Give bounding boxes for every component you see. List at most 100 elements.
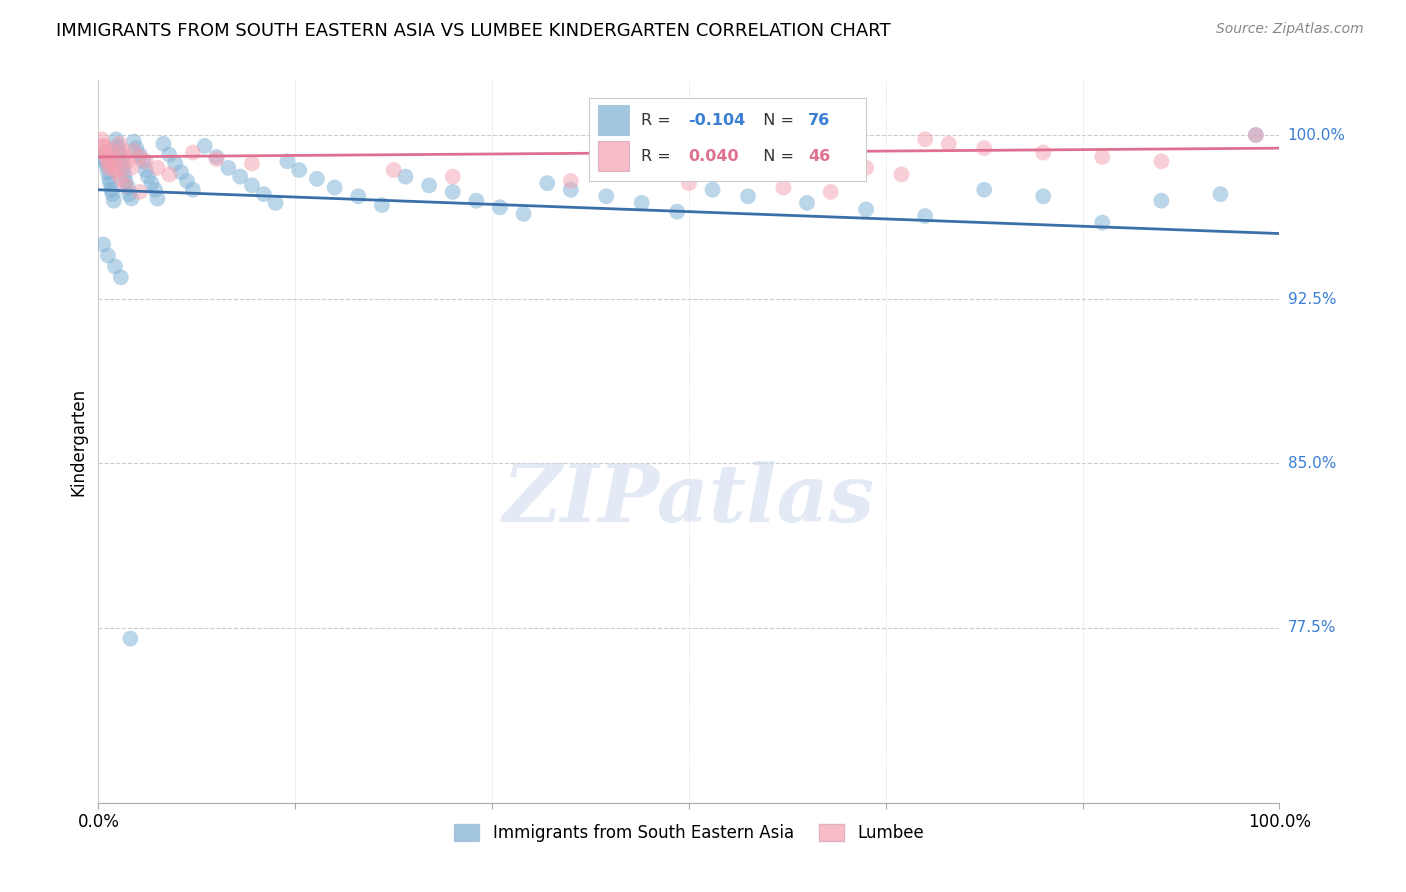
Text: R =: R = xyxy=(641,149,675,163)
Point xyxy=(105,163,128,178)
Point xyxy=(229,169,252,184)
Point xyxy=(101,187,124,202)
Point xyxy=(91,237,114,252)
Point xyxy=(94,145,117,160)
Point xyxy=(117,180,139,194)
Point xyxy=(128,185,150,199)
Point xyxy=(536,176,558,190)
Text: 85.0%: 85.0% xyxy=(1288,456,1336,471)
Point xyxy=(93,154,115,169)
Text: -0.104: -0.104 xyxy=(688,112,745,128)
Point xyxy=(122,135,145,149)
Point xyxy=(938,136,960,151)
Point xyxy=(108,147,131,161)
Point xyxy=(1032,189,1054,203)
Point xyxy=(121,192,143,206)
Text: N =: N = xyxy=(752,112,799,128)
Point xyxy=(157,168,180,182)
Point xyxy=(737,189,759,203)
Point xyxy=(441,185,464,199)
Point xyxy=(96,159,118,173)
Point xyxy=(120,632,142,646)
Point xyxy=(973,183,995,197)
Point xyxy=(111,154,134,169)
Point xyxy=(914,209,936,223)
Text: N =: N = xyxy=(752,149,799,163)
Point xyxy=(94,145,117,160)
Point xyxy=(253,187,276,202)
Point xyxy=(98,152,121,166)
Point xyxy=(104,156,127,170)
Legend: Immigrants from South Eastern Asia, Lumbee: Immigrants from South Eastern Asia, Lumb… xyxy=(447,817,931,848)
Text: 77.5%: 77.5% xyxy=(1288,620,1336,635)
Text: 76: 76 xyxy=(808,112,831,128)
Point xyxy=(914,132,936,146)
Point xyxy=(855,161,877,175)
Point xyxy=(276,154,298,169)
Point xyxy=(105,139,128,153)
Point xyxy=(181,145,204,160)
Point xyxy=(176,174,198,188)
Point xyxy=(240,178,263,193)
Point xyxy=(418,178,440,193)
Point xyxy=(114,174,136,188)
Y-axis label: Kindergarten: Kindergarten xyxy=(69,387,87,496)
Point xyxy=(128,150,150,164)
Point xyxy=(93,139,115,153)
Point xyxy=(1244,128,1267,142)
Point xyxy=(205,150,228,164)
Point xyxy=(560,174,582,188)
Point xyxy=(973,141,995,155)
Point xyxy=(465,194,488,208)
Point xyxy=(91,139,114,153)
Point xyxy=(264,195,287,210)
Point xyxy=(371,198,394,212)
Point xyxy=(305,171,328,186)
Point xyxy=(441,169,464,184)
Point xyxy=(105,165,128,179)
Point xyxy=(98,144,121,158)
Point xyxy=(117,154,139,169)
Point xyxy=(1150,154,1173,169)
Text: Source: ZipAtlas.com: Source: ZipAtlas.com xyxy=(1216,22,1364,37)
Text: 92.5%: 92.5% xyxy=(1288,292,1336,307)
Point xyxy=(108,136,131,151)
Point xyxy=(98,161,121,175)
Point xyxy=(288,163,311,178)
Point xyxy=(122,144,145,158)
Point xyxy=(112,150,135,164)
Point xyxy=(94,145,117,160)
Text: 46: 46 xyxy=(808,149,831,163)
Point xyxy=(595,189,617,203)
Point xyxy=(98,171,121,186)
Point xyxy=(152,136,174,151)
Point xyxy=(91,150,114,164)
Point xyxy=(112,161,135,175)
Point xyxy=(205,152,228,166)
Point xyxy=(114,178,136,193)
Point xyxy=(678,176,700,190)
Point xyxy=(489,200,512,214)
Point xyxy=(630,195,652,210)
Point xyxy=(105,132,128,146)
Point xyxy=(1032,145,1054,160)
Point xyxy=(217,161,239,175)
Point xyxy=(1091,150,1114,164)
Text: IMMIGRANTS FROM SOUTH EASTERN ASIA VS LUMBEE KINDERGARTEN CORRELATION CHART: IMMIGRANTS FROM SOUTH EASTERN ASIA VS LU… xyxy=(56,22,891,40)
Point xyxy=(820,185,842,199)
Point xyxy=(91,132,114,146)
Point xyxy=(97,165,120,179)
Point xyxy=(890,168,912,182)
Point xyxy=(347,189,370,203)
Point xyxy=(772,180,794,194)
Point xyxy=(96,150,118,164)
Point xyxy=(382,163,405,178)
Point xyxy=(666,204,689,219)
Point xyxy=(135,154,157,169)
Point xyxy=(560,183,582,197)
Point xyxy=(132,154,155,169)
Point xyxy=(100,183,122,197)
Point xyxy=(100,159,122,173)
Point xyxy=(512,207,534,221)
Point xyxy=(135,163,157,178)
